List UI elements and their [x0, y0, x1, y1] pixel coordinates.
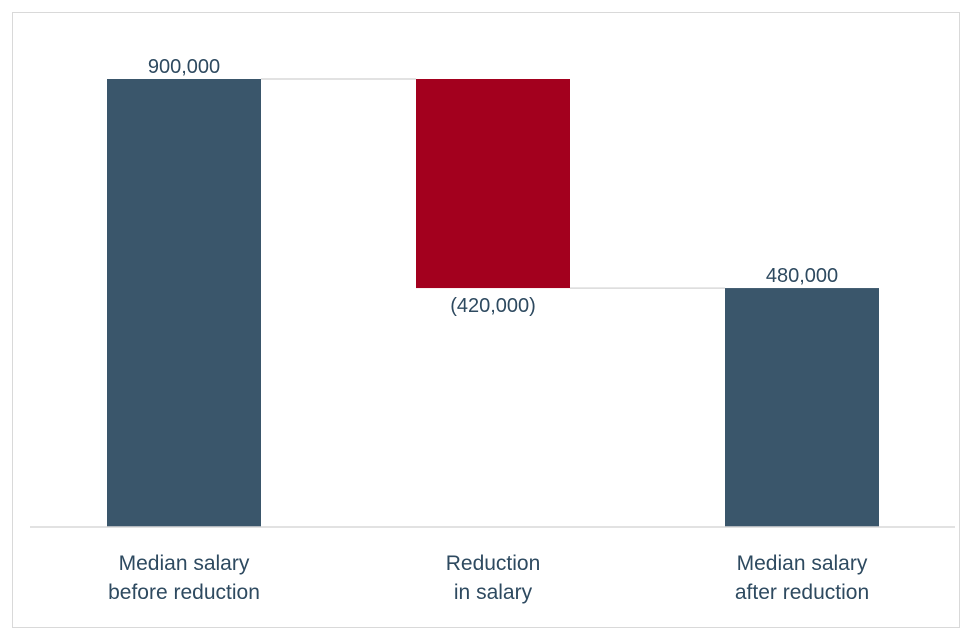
category-label-1-line-1: Median salary	[119, 552, 250, 575]
bar-1	[107, 79, 261, 527]
data-label-3: 480,000	[766, 265, 838, 287]
category-label-2-line-2: in salary	[454, 581, 533, 604]
category-label-2-line-1: Reduction	[446, 552, 541, 575]
data-label-2: (420,000)	[450, 295, 536, 317]
category-label-3-line-2: after reduction	[735, 581, 869, 604]
category-label-1-line-2: before reduction	[108, 581, 260, 604]
bar-3	[725, 288, 879, 527]
data-label-1: 900,000	[148, 56, 220, 78]
bar-2	[416, 79, 570, 289]
category-label-3-line-1: Median salary	[737, 552, 868, 575]
